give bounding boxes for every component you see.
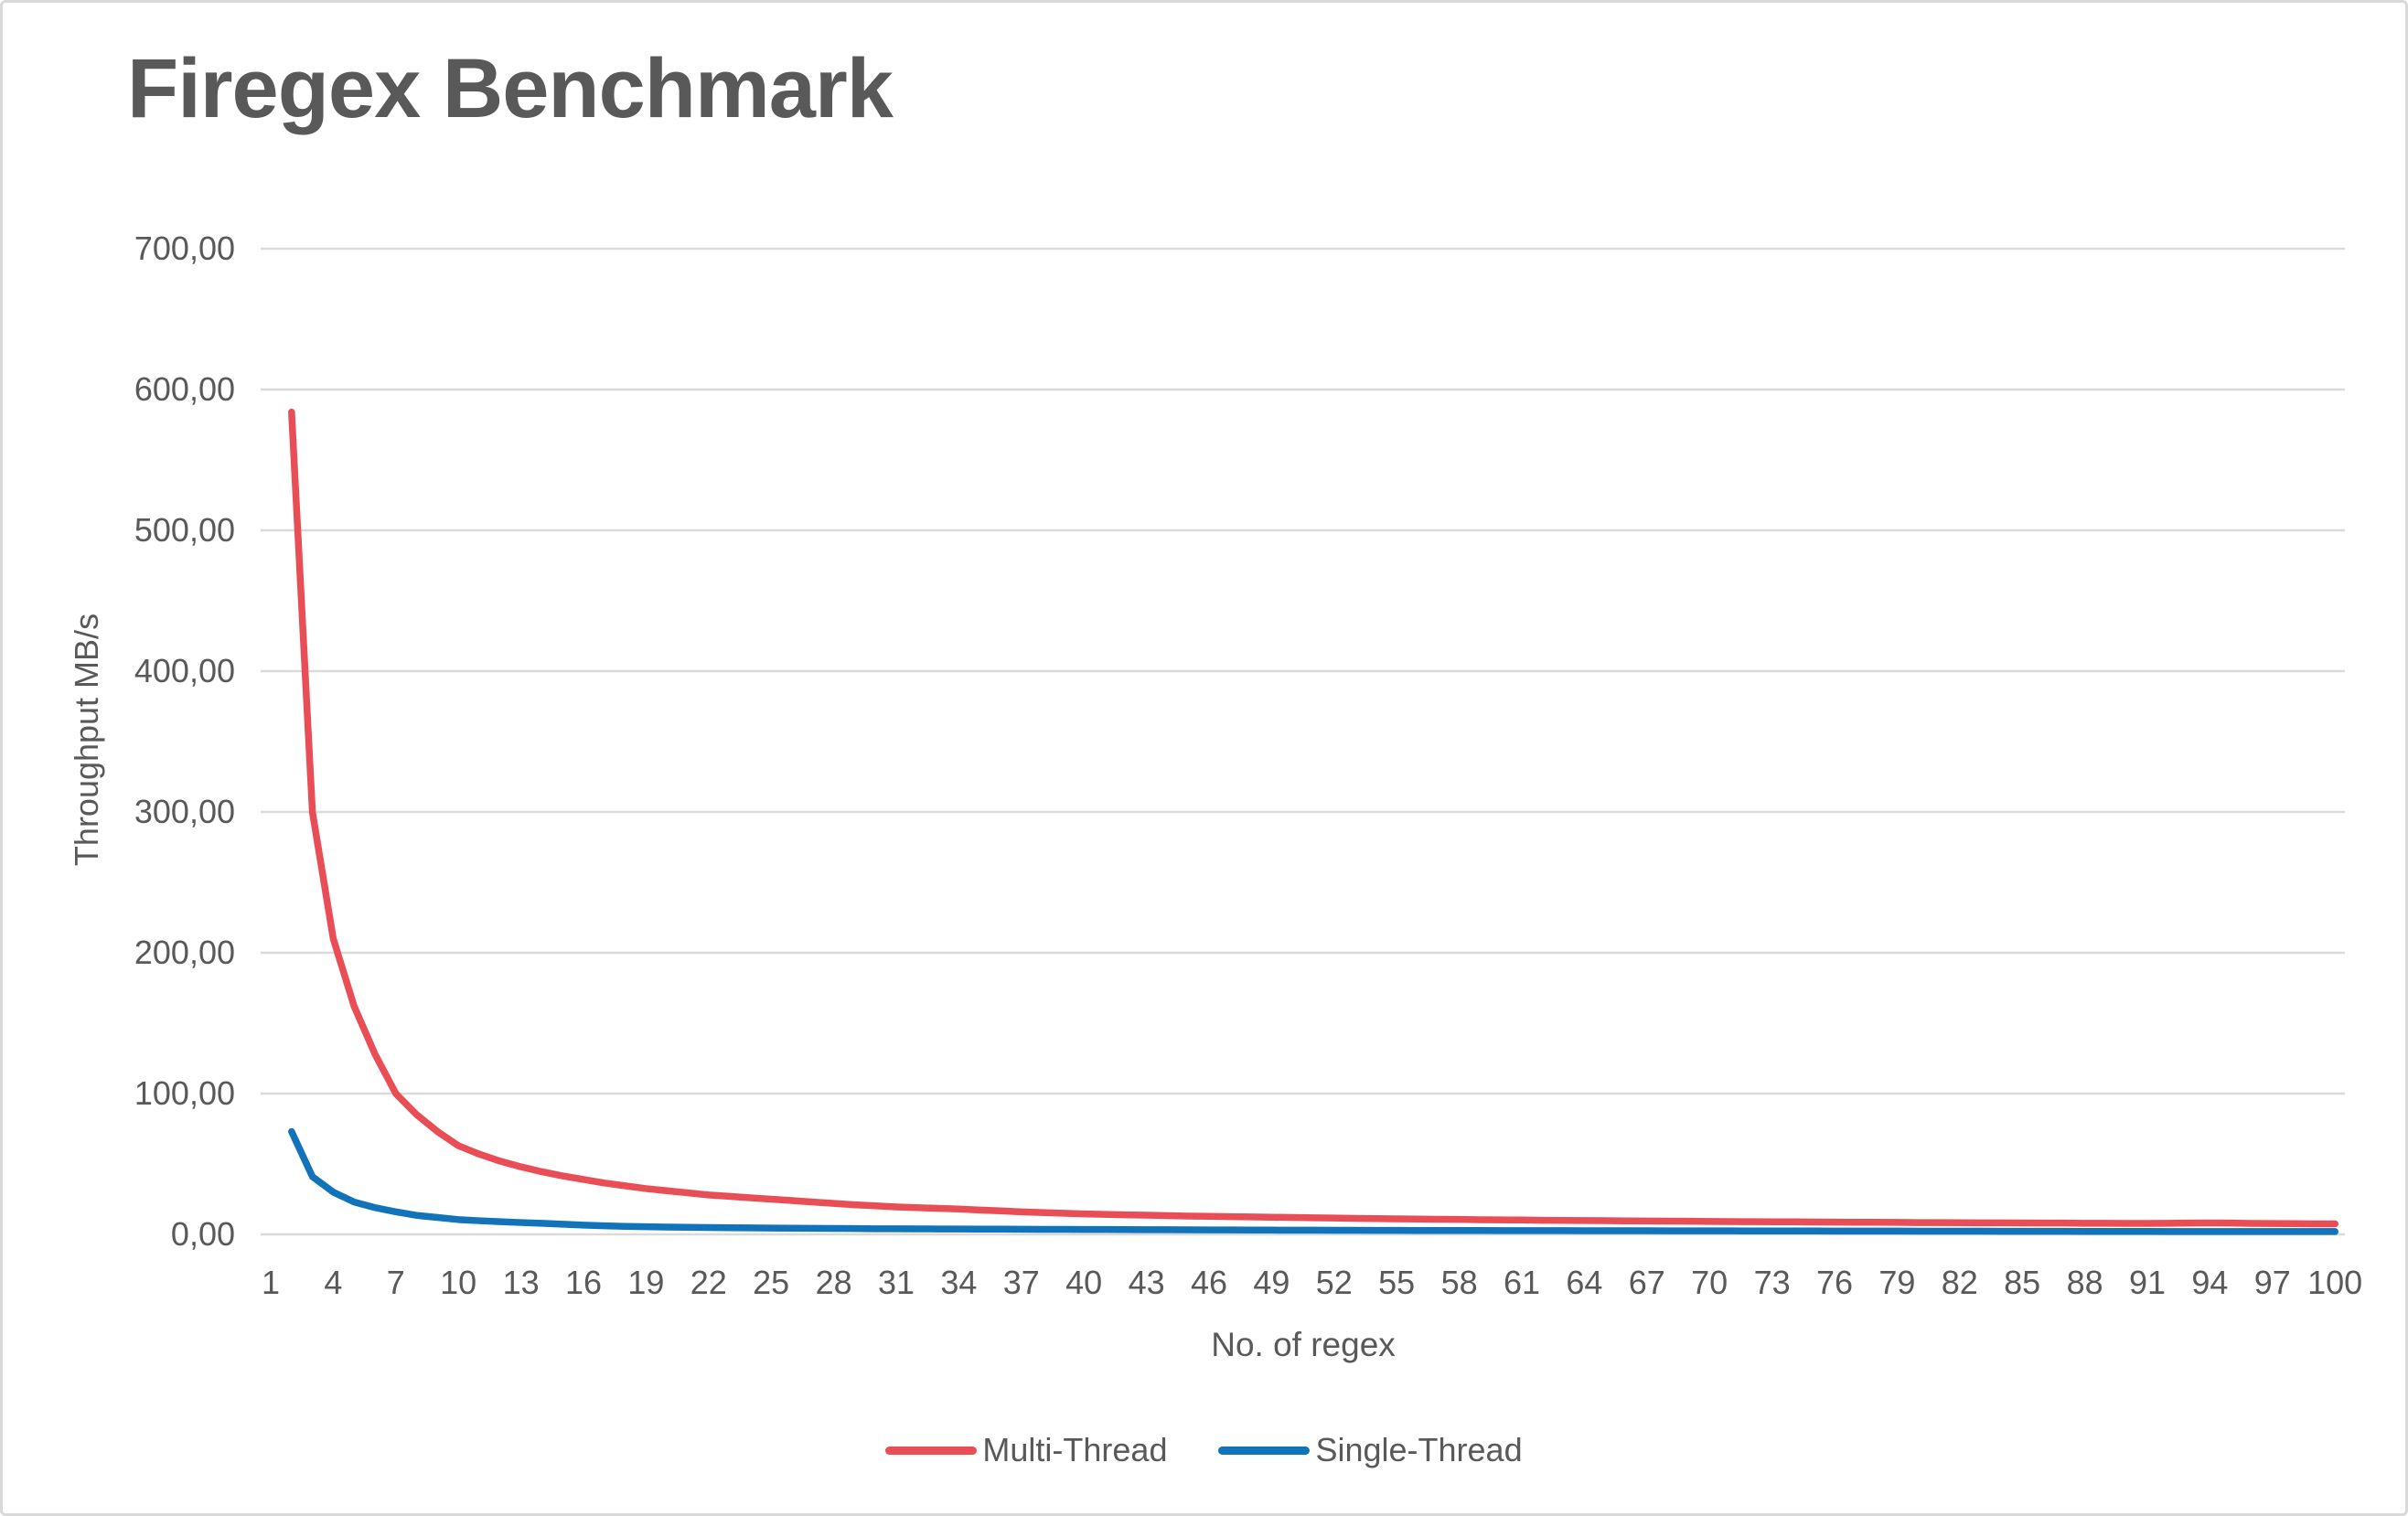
legend-item-single-thread: Single-Thread — [1218, 1431, 1523, 1469]
x-tick-label-58: 58 — [1440, 1264, 1478, 1301]
legend-item-multi-thread: Multi-Thread — [885, 1431, 1167, 1469]
x-tick-label-13: 13 — [502, 1264, 540, 1301]
y-tick-label-700: 700,00 — [134, 230, 235, 267]
x-axis-title: No. of regex — [1211, 1326, 1396, 1363]
y-tick-label-500: 500,00 — [134, 511, 235, 549]
x-tick-label-28: 28 — [815, 1264, 852, 1301]
x-tick-label-16: 16 — [564, 1264, 603, 1301]
chart-title: Firegex Benchmark — [127, 42, 894, 135]
x-tick-label-34: 34 — [940, 1264, 978, 1301]
x-tick-label-43: 43 — [1128, 1264, 1165, 1301]
x-tick-label-82: 82 — [1941, 1264, 1978, 1301]
x-tick-label-88: 88 — [2066, 1264, 2103, 1301]
y-tick-label-300: 300,00 — [134, 793, 235, 830]
x-tick-label-100: 100 — [2307, 1264, 2363, 1301]
x-tick-label-79: 79 — [1878, 1264, 1916, 1301]
x-tick-label-94: 94 — [2191, 1264, 2229, 1301]
legend-label-single-thread: Single-Thread — [1315, 1431, 1523, 1468]
x-tick-label-91: 91 — [2128, 1264, 2167, 1301]
legend: Multi-Thread Single-Thread — [3, 1431, 2405, 1469]
x-tick-label-19: 19 — [627, 1264, 665, 1301]
x-tick-label-85: 85 — [2004, 1264, 2041, 1301]
x-tick-label-52: 52 — [1315, 1264, 1353, 1301]
series-line-multi-thread — [288, 408, 2338, 1228]
x-tick-label-31: 31 — [877, 1264, 915, 1301]
x-tick-label-25: 25 — [753, 1264, 790, 1301]
legend-label-multi-thread: Multi-Thread — [982, 1431, 1168, 1468]
y-tick-label-400: 400,00 — [134, 652, 235, 689]
x-tick-label-61: 61 — [1503, 1264, 1541, 1301]
legend-swatch-single-thread — [1218, 1446, 1311, 1455]
y-tick-label-0: 0,00 — [170, 1215, 235, 1253]
x-tick-label-1: 1 — [261, 1264, 281, 1301]
series-line-single-thread — [288, 1127, 2338, 1235]
x-tick-label-70: 70 — [1691, 1264, 1728, 1301]
x-tick-label-10: 10 — [440, 1264, 477, 1301]
x-tick-label-97: 97 — [2253, 1264, 2291, 1301]
x-tick-label-64: 64 — [1566, 1264, 1603, 1301]
legend-swatch-multi-thread — [885, 1446, 978, 1455]
x-tick-label-40: 40 — [1065, 1264, 1103, 1301]
y-tick-label-600: 600,00 — [134, 370, 235, 408]
x-tick-label-37: 37 — [1002, 1264, 1040, 1301]
plot-area — [261, 247, 2345, 1236]
x-tick-label-73: 73 — [1753, 1264, 1791, 1301]
x-tick-label-22: 22 — [690, 1264, 727, 1301]
y-tick-label-100: 100,00 — [134, 1074, 235, 1112]
x-tick-label-46: 46 — [1190, 1264, 1228, 1301]
x-tick-label-7: 7 — [386, 1264, 405, 1301]
y-axis-title: Throughput MB/s — [68, 613, 105, 867]
x-tick-label-4: 4 — [324, 1264, 343, 1301]
y-tick-label-200: 200,00 — [134, 934, 235, 971]
x-tick-label-49: 49 — [1253, 1264, 1290, 1301]
x-tick-label-76: 76 — [1815, 1264, 1854, 1301]
x-tick-label-67: 67 — [1628, 1264, 1665, 1301]
x-tick-label-55: 55 — [1378, 1264, 1416, 1301]
